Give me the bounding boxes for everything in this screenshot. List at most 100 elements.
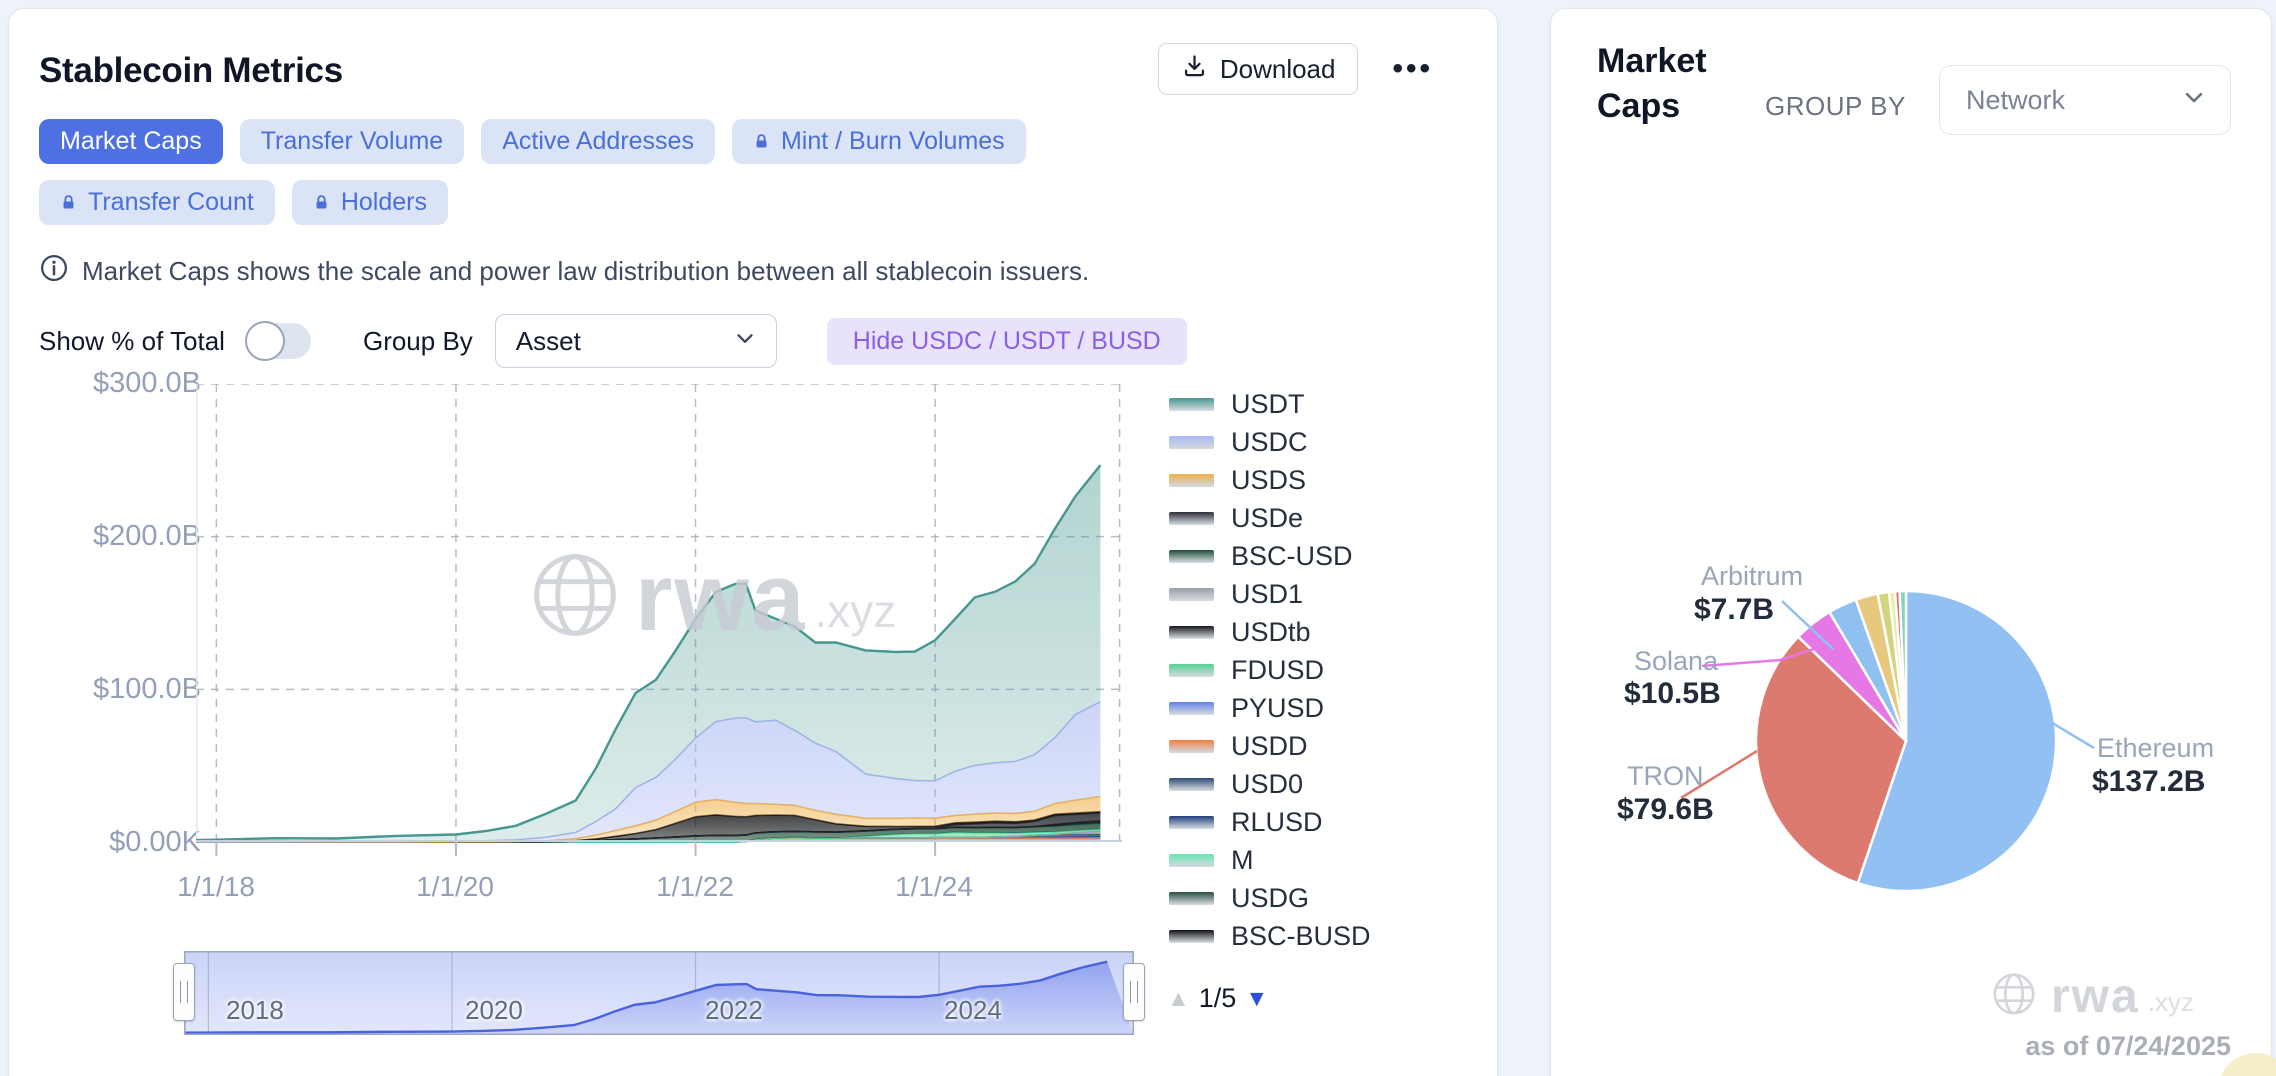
legend-swatch [1169,664,1214,677]
legend-item-usd1[interactable]: USD1 [1169,579,1371,609]
legend-label: USDD [1231,731,1308,761]
chevron-down-icon [732,325,758,358]
market-caps-card: Market Caps GROUP BY Network Arbitrum $7… [1550,8,2276,1076]
right-panel-title: Market Caps [1597,42,1707,125]
legend-item-usde[interactable]: USDe [1169,503,1371,533]
info-row: Market Caps shows the scale and power la… [39,253,1467,290]
legend-item-pyusd[interactable]: PYUSD [1169,693,1371,723]
legend-swatch [1169,512,1214,525]
legend-item-usdg[interactable]: USDG [1169,883,1371,913]
timeline-brush[interactable]: 2018 2020 2022 2024 [173,951,1145,1035]
legend-label: USD1 [1231,579,1304,609]
legend-item-fdusd[interactable]: FDUSD [1169,655,1371,685]
pie-value-ethereum: $137.2B [2092,765,2206,798]
legend-label: USDtb [1231,617,1311,647]
legend-label: BSC-BUSD [1231,921,1371,951]
rwa-watermark-small: rwa .xyz [1991,971,2194,1022]
pie-slice-small-8 [1898,589,1908,743]
network-select-value: Network [1966,84,2066,115]
lock-icon [60,194,77,211]
legend-label: PYUSD [1231,693,1325,723]
legend-swatch [1169,436,1214,449]
legend-label: USDC [1231,427,1308,457]
legend-item-m[interactable]: M [1169,845,1371,875]
y-tick-300b: $300.0B [92,367,201,399]
legend-label: USD0 [1231,769,1304,799]
legend-item-bsc-busd[interactable]: BSC-BUSD [1169,921,1371,951]
pie-label-ethereum: Ethereum [2097,733,2215,763]
legend-item-usds[interactable]: USDS [1169,465,1371,495]
pie-value-arbitrum: $7.7B [1694,593,1775,626]
y-tick-0: $0.00K [109,826,201,858]
legend-label: USDT [1231,389,1305,419]
legend-label: FDUSD [1231,655,1324,685]
tab-holders[interactable]: Holders [291,180,448,225]
group-by-select[interactable]: Asset [494,314,777,368]
legend-swatch [1169,930,1214,943]
legend-label: M [1231,845,1254,875]
legend-swatch [1169,550,1214,563]
network-pie-chart[interactable] [1736,571,2076,911]
pie-slice-ethereum [1856,589,2058,893]
legend-pagination: ▲ 1/5 ▼ [1167,983,1268,1014]
brush-label-2022: 2022 [705,995,763,1025]
tab-transfer-count[interactable]: Transfer Count [39,180,275,225]
brush-handle-right[interactable] [1123,963,1145,1021]
brush-area-chart [184,951,1134,1035]
legend-swatch [1169,398,1214,411]
download-label: Download [1219,53,1336,84]
legend-item-usd0[interactable]: USD0 [1169,769,1371,799]
stacked-area-chart[interactable] [196,384,1122,858]
tab-mint-burn-volumes[interactable]: Mint / Burn Volumes [731,119,1026,164]
tab-active-addresses[interactable]: Active Addresses [481,119,715,164]
pie-value-solana: $10.5B [1624,677,1721,710]
legend-label: USDS [1231,465,1307,495]
watermark-text: rwa [2051,969,2140,1023]
pie-value-tron: $79.6B [1617,793,1714,826]
download-button[interactable]: Download [1157,43,1359,95]
tab-market-caps[interactable]: Market Caps [39,119,223,164]
pie-label-arbitrum: Arbitrum [1701,561,1804,591]
pie-leader-lines [1680,600,2095,800]
x-tick-2022: 1/1/22 [656,871,734,902]
y-tick-100b: $100.0B [92,673,201,705]
legend-page-down-icon[interactable]: ▼ [1245,985,1269,1011]
legend-swatch [1169,892,1214,905]
globe-icon [1991,971,2037,1022]
legend-item-bsc-usd[interactable]: BSC-USD [1169,541,1371,571]
legend-item-rlusd[interactable]: RLUSD [1169,807,1371,837]
y-tick-200b: $200.0B [92,520,201,552]
legend-page-up-icon[interactable]: ▲ [1167,985,1190,1011]
group-by-label: Group By [362,325,473,356]
hide-usdc-usdt-busd-button[interactable]: Hide USDC / USDT / BUSD [826,317,1187,365]
more-menu-icon[interactable]: ••• [1392,52,1433,85]
legend-page-count: 1/5 [1198,983,1237,1013]
as-of-date: as of 07/24/2025 [2025,1031,2231,1061]
show-pct-label: Show % of Total [39,325,225,356]
legend-item-usdtb[interactable]: USDtb [1169,617,1371,647]
legend-label: BSC-USD [1231,541,1353,571]
group-by-caps-label: GROUP BY [1765,91,1906,121]
pie-label-solana: Solana [1634,646,1719,676]
brush-handle-left[interactable] [173,963,195,1021]
brush-label-2018: 2018 [226,995,284,1025]
legend-item-usdc[interactable]: USDC [1169,427,1371,457]
brush-label-2020: 2020 [465,995,523,1025]
legend-item-usdd[interactable]: USDD [1169,731,1371,761]
legend-label: RLUSD [1231,807,1323,837]
x-tick-2018: 1/1/18 [177,871,255,902]
page-title: Stablecoin Metrics [39,51,343,90]
x-tick-2024: 1/1/24 [895,871,973,902]
toggle-knob [244,321,285,361]
tab-transfer-volume[interactable]: Transfer Volume [239,119,465,164]
download-icon [1181,52,1208,86]
legend-swatch [1169,816,1214,829]
info-icon [39,253,69,290]
network-select[interactable]: Network [1939,65,2231,135]
legend-swatch [1169,702,1214,715]
group-by-value: Asset [515,325,581,356]
legend-item-usdt[interactable]: USDT [1169,389,1371,419]
legend-label: USDe [1231,503,1304,533]
header-actions: Download ••• [1157,43,1467,95]
show-pct-toggle[interactable] [244,321,311,361]
